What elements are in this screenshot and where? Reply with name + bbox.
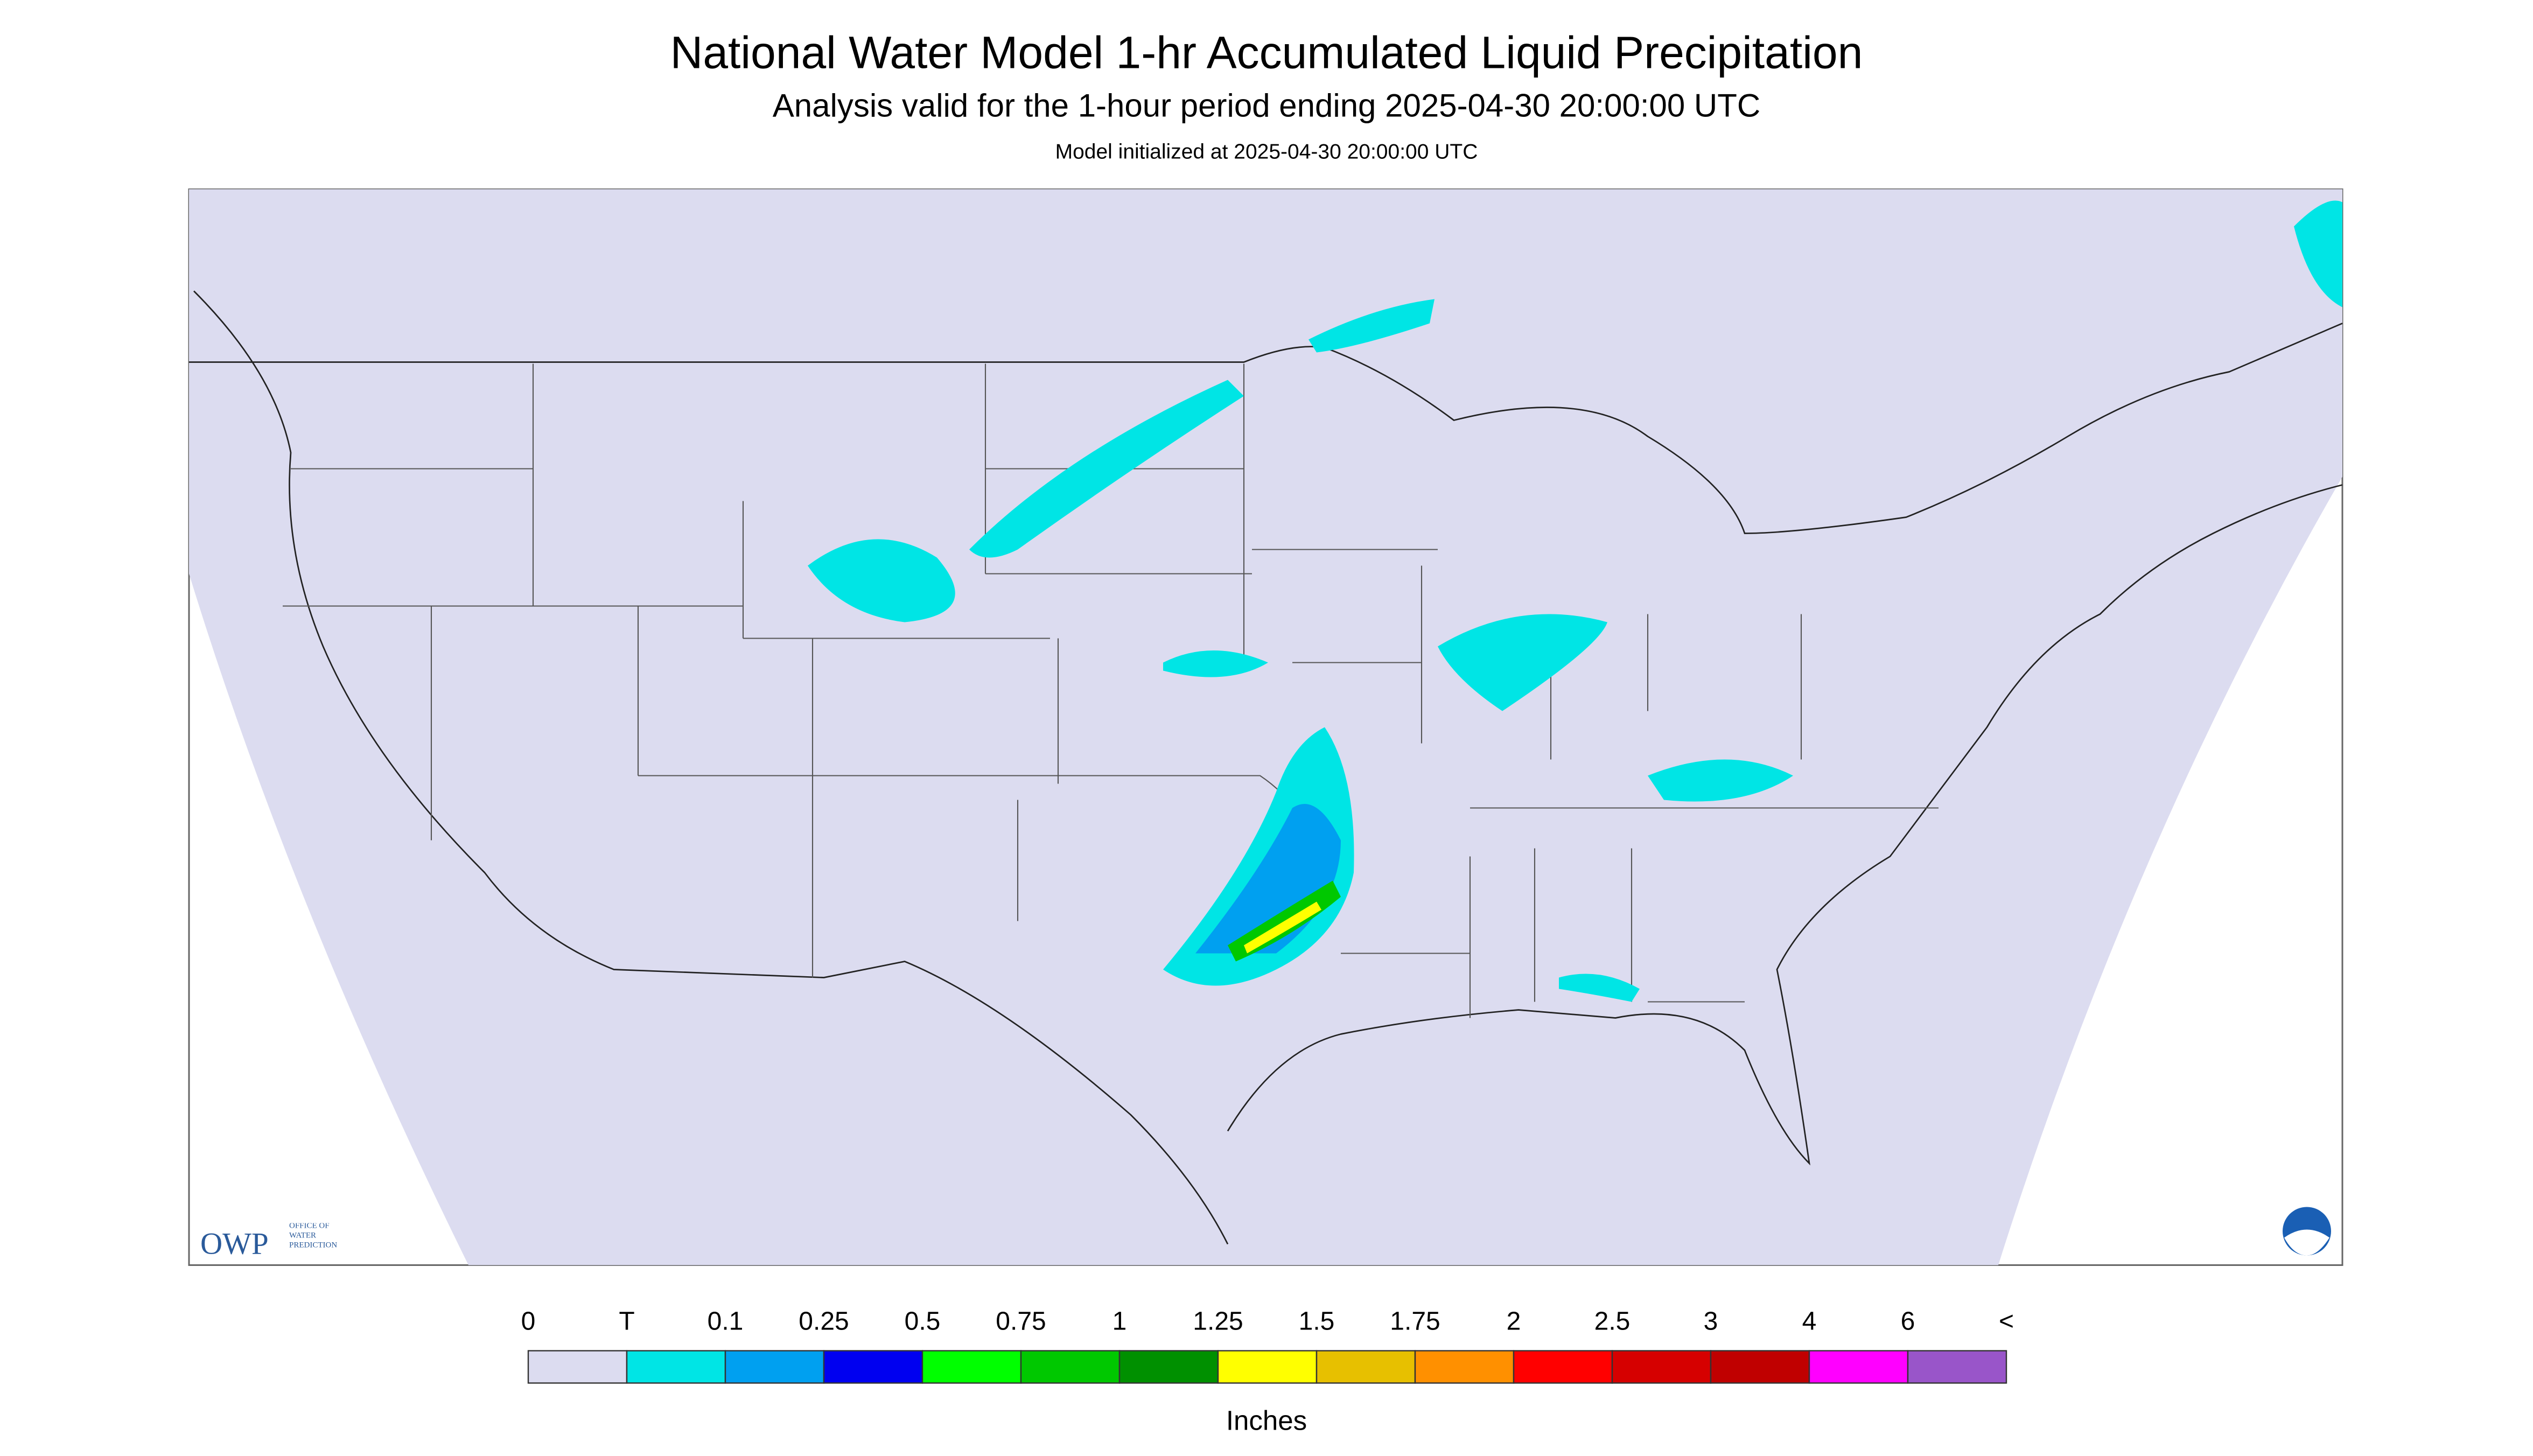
logo-mark: OWP bbox=[200, 1227, 269, 1261]
colorbar-swatch bbox=[1414, 1350, 1515, 1384]
colorbar-label: 2.5 bbox=[1594, 1307, 1631, 1336]
colorbar-label: 1.5 bbox=[1299, 1307, 1335, 1336]
colorbar-swatch bbox=[1020, 1350, 1121, 1384]
colorbar-label: 1 bbox=[1112, 1307, 1127, 1336]
map: OWP OFFICE OF WATER PREDICTION bbox=[188, 188, 2343, 1266]
colorbar-label: 1.75 bbox=[1390, 1307, 1440, 1336]
coastline bbox=[193, 290, 2343, 1245]
precip-blobs bbox=[808, 200, 2342, 1002]
colorbar-swatch bbox=[1808, 1350, 1909, 1384]
colorbar-label: 3 bbox=[1704, 1307, 1718, 1336]
colorbar-swatch bbox=[1217, 1350, 1318, 1384]
state-lines bbox=[283, 363, 1939, 1018]
colorbar-swatch bbox=[1907, 1350, 2007, 1384]
colorbar-label: 0.5 bbox=[905, 1307, 941, 1336]
border bbox=[189, 323, 2343, 534]
colorbar-swatch bbox=[1118, 1350, 1219, 1384]
logo-text-box: OFFICE OF WATER PREDICTION bbox=[289, 1223, 338, 1251]
colorbar-swatch bbox=[1611, 1350, 1712, 1384]
colorbar: 0 T 0.1 0.25 0.5 0.75 1 1.25 1.5 1.75 2 2.5 3 4 6 < bbox=[521, 1307, 2014, 1384]
colorbar-label: 0.25 bbox=[799, 1307, 849, 1336]
colorbar-label: 0 bbox=[521, 1307, 536, 1336]
colorbar-label: 6 bbox=[1901, 1307, 1915, 1336]
colorbar-swatch bbox=[1316, 1350, 1416, 1384]
colorbar-label: 1.25 bbox=[1193, 1307, 1243, 1336]
colorbar-label: 2 bbox=[1507, 1307, 1521, 1336]
subtitle: Analysis valid for the 1-hour period end… bbox=[773, 88, 1760, 124]
colorbar-swatch bbox=[724, 1350, 825, 1384]
colorbar-swatch bbox=[626, 1350, 726, 1384]
map-domain bbox=[189, 189, 2342, 1265]
colorbar-swatch bbox=[1710, 1350, 1810, 1384]
init-time: Model initialized at 2025-04-30 20:00:00… bbox=[1055, 141, 1478, 164]
colorbar-label: 0.1 bbox=[708, 1307, 744, 1336]
title: National Water Model 1-hr Accumulated Li… bbox=[670, 27, 1863, 78]
colorbar-label: 0.75 bbox=[996, 1307, 1046, 1336]
colorbar-swatch bbox=[527, 1350, 628, 1384]
colorbar-unit: Inches bbox=[1226, 1405, 1307, 1436]
colorbar-swatch bbox=[921, 1350, 1022, 1384]
colorbar-label: 4 bbox=[1802, 1307, 1817, 1336]
colorbar-swatch bbox=[823, 1350, 923, 1384]
colorbar-label: T bbox=[619, 1307, 634, 1336]
logo-text: OFFICE OF WATER PREDICTION bbox=[289, 1223, 338, 1251]
colorbar-label: < bbox=[1999, 1307, 2014, 1336]
noaa-logo-wave bbox=[2284, 1229, 2329, 1256]
colorbar-swatch bbox=[1513, 1350, 1613, 1384]
